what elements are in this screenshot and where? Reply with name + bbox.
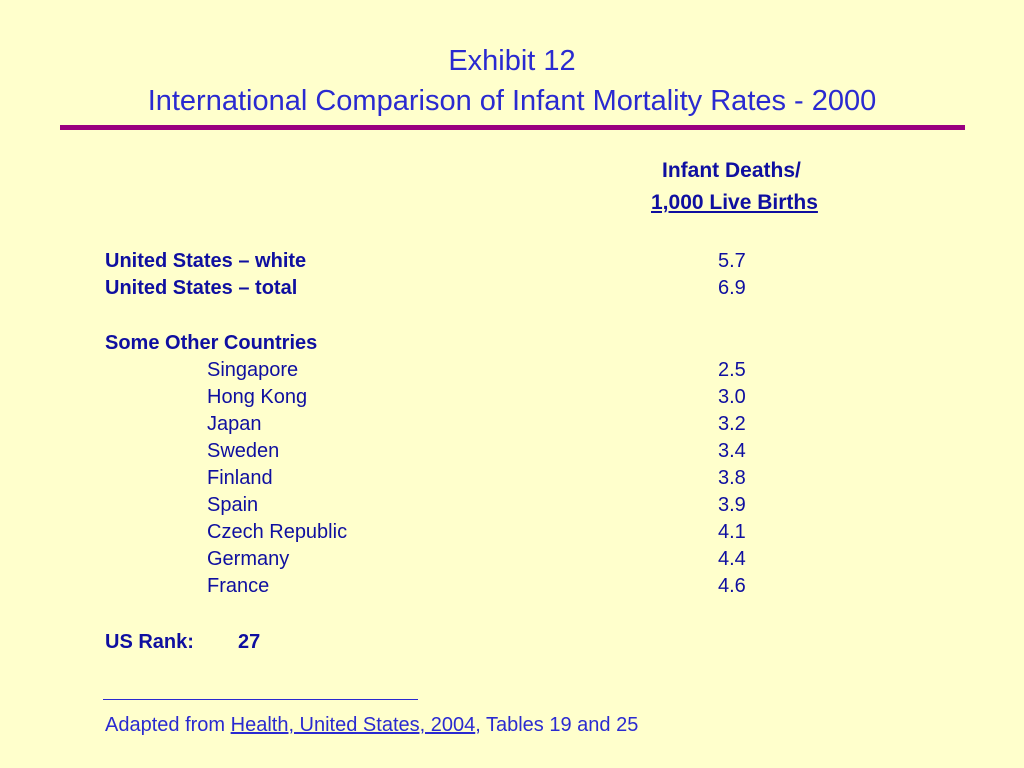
- country-label: France: [207, 575, 270, 597]
- other-countries-heading: Some Other Countries: [105, 332, 318, 354]
- country-label: Hong Kong: [207, 386, 308, 408]
- source-note: Adapted from Health, United States, 2004…: [105, 713, 638, 737]
- country-value: 4.4: [718, 548, 746, 570]
- country-label: Sweden: [207, 440, 280, 462]
- us-row-label: United States – total: [105, 277, 298, 299]
- country-value: 2.5: [718, 359, 746, 381]
- country-value: 3.9: [718, 494, 746, 516]
- us-row-value: 6.9: [718, 277, 746, 299]
- country-label: Finland: [207, 467, 273, 489]
- source-prefix: Adapted from: [105, 714, 231, 736]
- us-rank-label: US Rank:: [105, 631, 194, 653]
- source-suffix: , Tables 19 and 25: [475, 714, 639, 736]
- country-value: 3.4: [718, 440, 746, 462]
- country-label: Czech Republic: [207, 521, 348, 543]
- country-label: Singapore: [207, 359, 299, 381]
- us-rank-value: 27: [238, 631, 261, 653]
- country-label: Germany: [207, 548, 290, 570]
- column-header-line1: Infant Deaths/: [662, 159, 801, 182]
- footnote-divider: [103, 699, 418, 700]
- country-label: Spain: [207, 494, 259, 516]
- source-title: Health, United States, 2004: [230, 714, 476, 736]
- country-value: 3.2: [718, 413, 746, 435]
- column-header-line2: 1,000 Live Births: [651, 191, 818, 214]
- country-value: 3.0: [718, 386, 746, 408]
- country-label: Japan: [207, 413, 262, 435]
- us-row-label: United States – white: [105, 250, 307, 272]
- title-divider: [60, 125, 965, 130]
- us-row-value: 5.7: [718, 250, 746, 272]
- country-value: 3.8: [718, 467, 746, 489]
- country-value: 4.6: [718, 575, 746, 597]
- slide-title: Exhibit 12: [448, 45, 576, 77]
- country-value: 4.1: [718, 521, 746, 543]
- slide-subtitle: International Comparison of Infant Morta…: [147, 85, 877, 117]
